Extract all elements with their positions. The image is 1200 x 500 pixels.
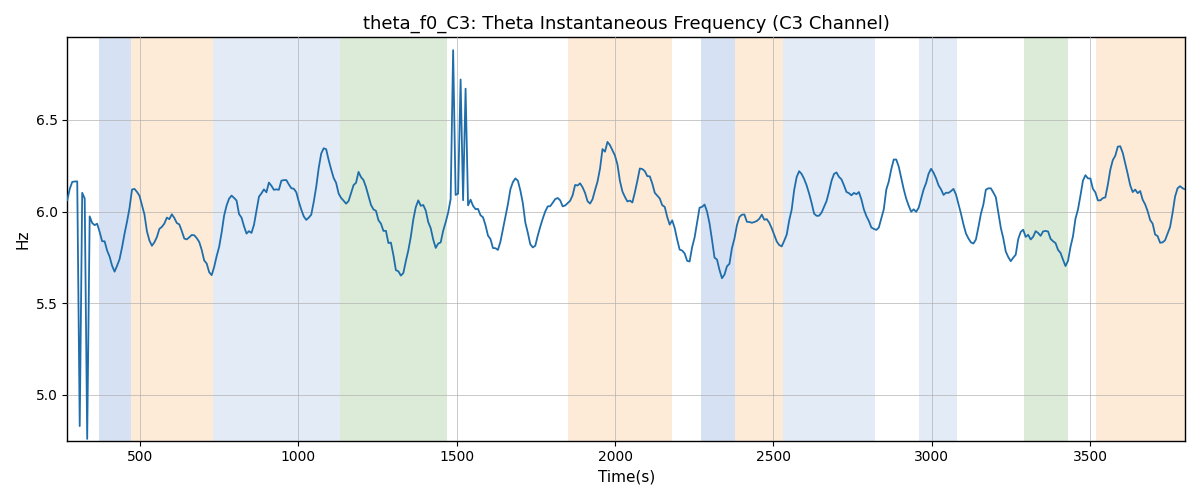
Bar [131, 38, 212, 440]
Bar [736, 38, 782, 440]
Title: theta_f0_C3: Theta Instantaneous Frequency (C3 Channel): theta_f0_C3: Theta Instantaneous Frequen… [362, 15, 889, 34]
Bar [98, 38, 131, 440]
X-axis label: Time(s): Time(s) [598, 470, 655, 485]
Bar [568, 38, 672, 440]
Y-axis label: Hz: Hz [16, 230, 30, 249]
Bar [282, 38, 340, 440]
Bar [701, 38, 736, 440]
Bar [1024, 38, 1068, 440]
Bar [340, 38, 448, 440]
Bar [212, 38, 282, 440]
Bar [919, 38, 958, 440]
Bar [1097, 38, 1186, 440]
Bar [782, 38, 875, 440]
